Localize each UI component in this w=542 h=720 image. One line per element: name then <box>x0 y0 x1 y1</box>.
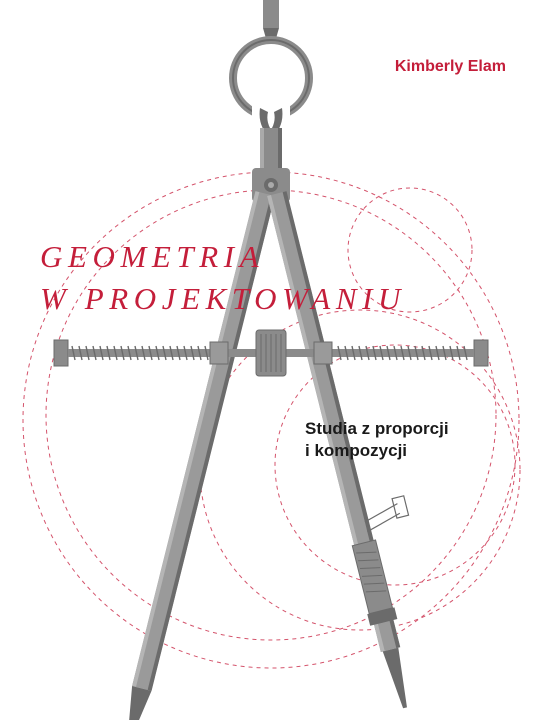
title-line-2: W PROJEKTOWANIU <box>40 278 406 320</box>
title-line-1: GEOMETRIA <box>40 236 406 278</box>
book-title: GEOMETRIA W PROJEKTOWANIU <box>40 236 406 320</box>
subtitle-line-1: Studia z proporcji <box>305 418 449 440</box>
book-cover: Kimberly Elam GEOMETRIA W PROJEKTOWANIU … <box>0 0 542 720</box>
compass-illustration <box>0 0 542 720</box>
subtitle-line-2: i kompozycji <box>305 440 449 462</box>
book-subtitle: Studia z proporcji i kompozycji <box>305 418 449 462</box>
author-name: Kimberly Elam <box>395 58 506 76</box>
